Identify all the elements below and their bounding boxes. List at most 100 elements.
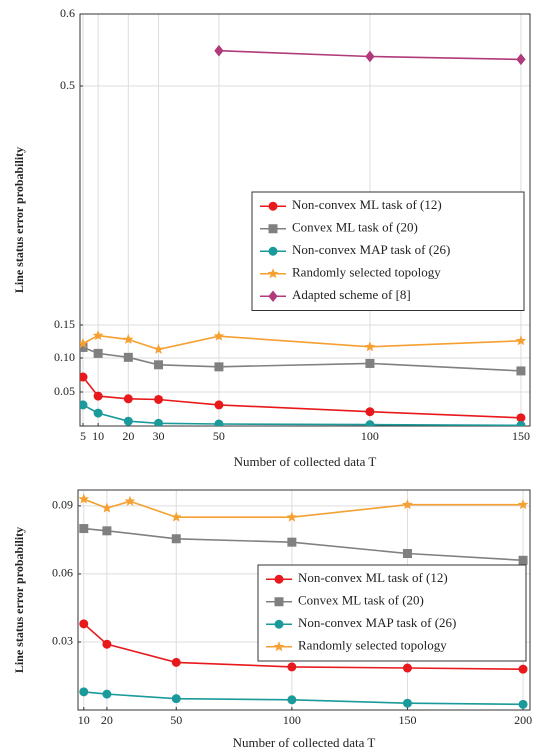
marker	[516, 366, 526, 376]
legend-label: Non-convex ML task of (12)	[292, 197, 442, 212]
marker	[365, 407, 375, 417]
series-line	[83, 623, 524, 670]
marker	[102, 639, 112, 649]
marker	[287, 662, 297, 672]
marker	[402, 549, 412, 559]
marker	[80, 372, 88, 382]
marker	[286, 511, 298, 522]
marker	[517, 499, 529, 510]
x-tick-label: 10	[92, 429, 104, 443]
marker	[518, 699, 528, 709]
legend-label: Adapted scheme of [8]	[292, 287, 411, 302]
y-tick-label: 0.06	[52, 566, 73, 580]
marker	[122, 333, 134, 345]
marker	[171, 694, 181, 704]
y-tick-label: 0.05	[54, 384, 75, 398]
marker	[516, 53, 526, 66]
y-tick-label: 0.15	[54, 317, 75, 331]
marker	[274, 619, 284, 629]
series-line	[82, 376, 521, 419]
series-group	[80, 44, 527, 426]
y-tick-label: 0.6	[60, 6, 75, 20]
marker	[154, 394, 164, 404]
plot-frame	[77, 489, 531, 711]
marker	[287, 537, 297, 547]
series-group	[78, 493, 529, 709]
x-tick-label: 10	[78, 713, 90, 727]
marker	[274, 574, 284, 584]
marker	[153, 343, 164, 354]
marker	[93, 408, 103, 418]
marker	[214, 419, 224, 426]
plot: 5 10 20 30 50 100 150 0.05 0.10 0.15 0.5 0.6 Number …	[12, 6, 531, 469]
marker	[123, 416, 133, 426]
legend-box	[251, 191, 525, 311]
legend-label: Convex ML task of (20)	[292, 220, 418, 235]
series-line	[83, 498, 524, 518]
marker	[274, 597, 284, 607]
plot-frame	[79, 13, 531, 427]
marker	[171, 657, 181, 667]
marker	[79, 619, 89, 629]
marker	[101, 502, 113, 513]
marker	[93, 391, 103, 401]
marker	[273, 641, 285, 652]
legend-label: Non-convex MAP task of (26)	[298, 615, 456, 630]
legend: Non-convex ML task of (12) Convex ML task…	[257, 564, 527, 662]
series-line	[82, 346, 521, 372]
marker	[365, 358, 375, 368]
marker	[102, 689, 112, 699]
marker	[214, 400, 224, 410]
x-tick-label: 20	[101, 713, 113, 727]
legend-label: Randomly selected topology	[292, 265, 441, 280]
marker	[79, 687, 89, 697]
marker	[92, 330, 104, 341]
series-line	[82, 334, 521, 351]
marker	[124, 495, 136, 506]
x-tick-label: 50	[213, 429, 225, 443]
legend-label: Randomly selected topology	[298, 638, 447, 653]
marker	[518, 664, 528, 674]
marker	[171, 511, 182, 522]
x-tick-label: 150	[512, 429, 530, 443]
marker	[516, 420, 526, 426]
x-axis-label: Number of collected data T	[233, 735, 376, 750]
y-axis-label: Line status error probability	[12, 527, 26, 673]
x-tick-label: 5	[80, 429, 86, 443]
x-tick-label: 20	[122, 429, 134, 443]
y-tick-label: 0.10	[54, 350, 75, 364]
marker	[214, 362, 224, 372]
marker	[268, 224, 278, 234]
x-tick-label: 30	[153, 429, 165, 443]
marker	[365, 420, 375, 426]
y-tick-label: 0.09	[52, 498, 73, 512]
marker	[154, 360, 164, 370]
marker	[402, 698, 412, 708]
legend-box	[257, 564, 527, 662]
marker	[93, 348, 103, 358]
marker	[402, 663, 412, 673]
marker	[365, 50, 375, 63]
marker	[214, 44, 224, 57]
marker	[402, 499, 413, 510]
x-tick-label: 50	[170, 713, 182, 727]
x-axis-label: Number of collected data T	[234, 454, 377, 469]
marker	[79, 524, 89, 534]
series-line	[83, 691, 524, 706]
marker	[123, 394, 133, 404]
y-tick-label: 0.5	[60, 78, 75, 92]
marker	[268, 201, 278, 211]
legend: Non-convex ML task of (12) Convex ML task…	[251, 191, 525, 311]
marker	[154, 418, 164, 426]
x-tick-label: 100	[283, 713, 301, 727]
marker	[80, 400, 88, 410]
marker	[268, 246, 278, 256]
y-tick-label: 0.03	[52, 634, 73, 648]
y-axis-label: Line status error probability	[12, 147, 26, 293]
legend-label: Non-convex MAP task of (26)	[292, 242, 450, 257]
x-tick-label: 200	[514, 713, 532, 727]
marker	[80, 337, 89, 349]
series-line	[83, 527, 524, 562]
marker	[267, 268, 279, 279]
